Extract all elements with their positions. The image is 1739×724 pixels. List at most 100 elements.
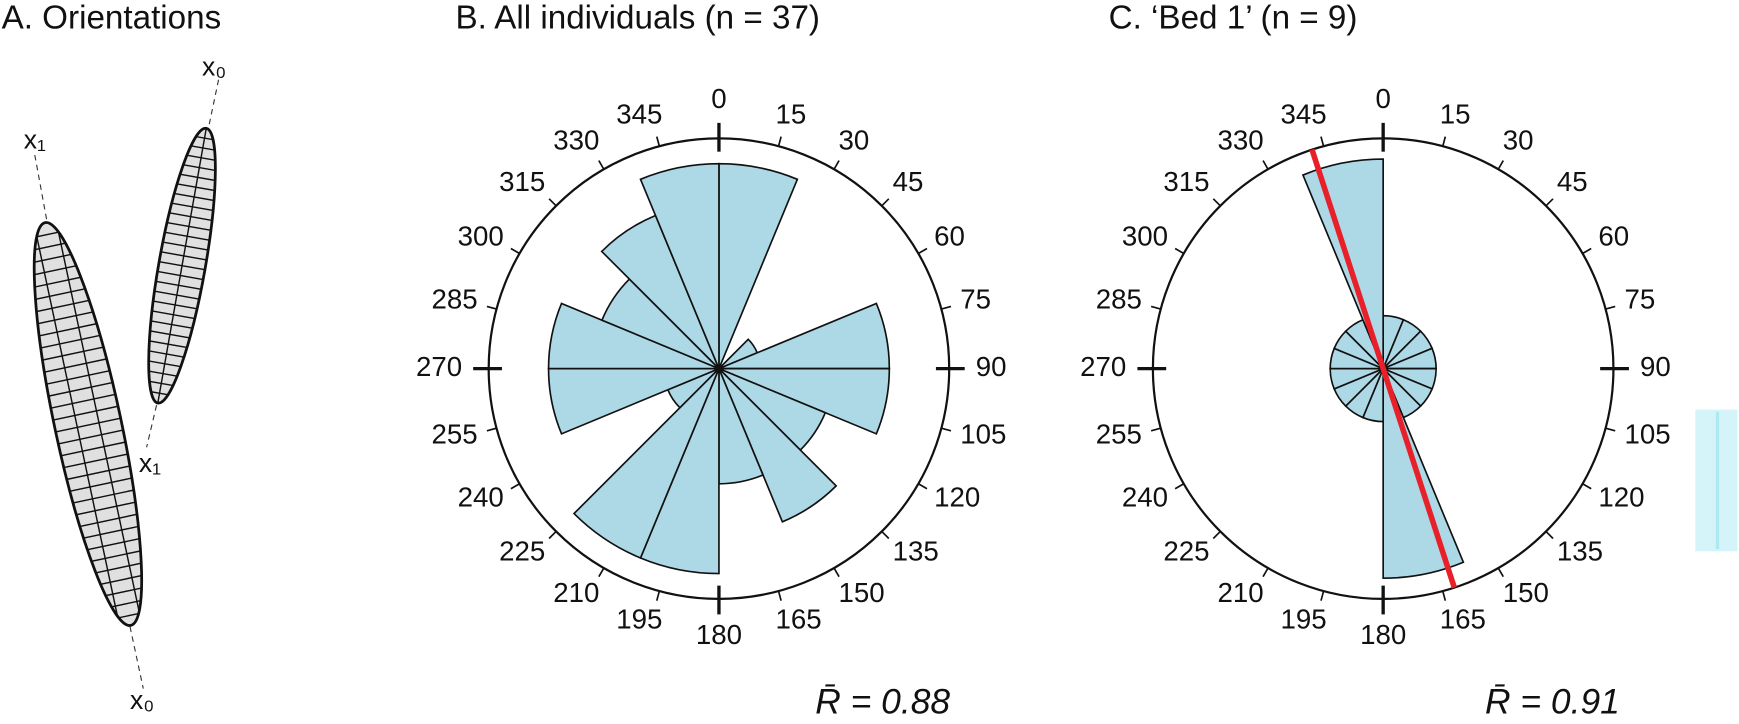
tick-label: 270 (1080, 351, 1126, 382)
tick-label: 330 (553, 125, 599, 156)
axis-dash (129, 626, 144, 689)
cell-division (37, 334, 104, 350)
cell-division (60, 441, 126, 457)
tick-label: 120 (934, 482, 980, 513)
tick-mark (1605, 427, 1616, 432)
tick-mark (777, 590, 782, 601)
tick-label: 225 (1163, 536, 1209, 567)
tick-label: 30 (839, 125, 870, 156)
end-label: x₀ (202, 52, 226, 82)
tick-label: 30 (1503, 125, 1534, 156)
panel-title: A. Orientations (2, 0, 222, 37)
axis-dash (208, 79, 220, 128)
cell-division (52, 405, 119, 421)
tick-mark (917, 247, 928, 255)
tick-label: 135 (1557, 536, 1603, 567)
cell-column (55, 220, 143, 624)
cell-division (45, 369, 111, 386)
center-dot (714, 364, 724, 374)
tick-mark (1174, 483, 1185, 490)
tick-label: 330 (1217, 125, 1263, 156)
tick-label: 15 (1440, 99, 1471, 130)
tick-label: 285 (1096, 283, 1142, 314)
tick-mark (941, 305, 952, 310)
tick-label: 315 (499, 166, 545, 197)
rose-wedge (718, 368, 838, 523)
tick-mark (777, 136, 782, 147)
tick-mark (1545, 198, 1554, 207)
rose-wedge (639, 162, 720, 369)
tick-mark (941, 427, 952, 432)
tick-mark (548, 530, 557, 540)
tick-label: 165 (775, 603, 821, 634)
chart-title: B. All individuals (n = 37) (455, 0, 820, 37)
tick-label: 0 (1375, 83, 1390, 114)
cell-division (30, 298, 96, 314)
tick-mark (1262, 567, 1269, 578)
tick-label: 285 (431, 283, 477, 314)
tick-label: 195 (616, 603, 662, 634)
cell-division (42, 357, 109, 374)
tick-label: 150 (839, 577, 885, 608)
tick-label: 45 (893, 166, 924, 197)
cell-division (27, 286, 93, 302)
tick-mark (1174, 247, 1185, 255)
rose-wedge (572, 368, 720, 560)
cell-division (63, 453, 129, 469)
tick-label: 135 (893, 536, 939, 567)
tick-label: 45 (1557, 166, 1588, 197)
tick-mark (881, 198, 890, 207)
cell-small (134, 124, 230, 408)
tick-label: 270 (416, 351, 462, 382)
tick-label: 345 (616, 99, 662, 130)
rose-wedge (718, 367, 891, 435)
cell-division (85, 560, 152, 576)
tick-label: 210 (553, 577, 599, 608)
tick-mark (833, 160, 840, 170)
tick-label: 75 (1624, 283, 1655, 314)
rose-wedge (547, 302, 720, 370)
tick-mark (881, 530, 890, 540)
tick-label: 105 (960, 419, 1006, 450)
tick-mark (655, 136, 661, 147)
tick-mark (1545, 530, 1554, 540)
tick-label: 0 (711, 83, 726, 114)
axis-dash (146, 405, 158, 448)
cell-division (47, 381, 114, 397)
panel-a: A. Orientations x₁ x₀ x₀ x₁ (2, 0, 230, 715)
tick-mark (833, 567, 840, 578)
tick-mark (1212, 198, 1221, 207)
cell-division (73, 500, 139, 517)
rose-wedge (718, 162, 799, 369)
tick-label: 15 (775, 99, 806, 130)
tick-label: 105 (1624, 419, 1670, 450)
cell-column (33, 224, 121, 628)
tick-mark (510, 247, 520, 255)
tick-label: 240 (1122, 482, 1168, 513)
cell-division (35, 322, 101, 338)
cell-division (75, 512, 142, 528)
tick-mark (1582, 483, 1592, 490)
tick-mark (598, 160, 605, 170)
cell-division (83, 548, 149, 564)
tick-label: 180 (696, 619, 742, 650)
tick-label: 255 (431, 419, 477, 450)
end-label: x₁ (139, 448, 161, 478)
tick-mark (598, 567, 605, 578)
rose-wedge (718, 302, 891, 370)
axis-dash (34, 154, 48, 222)
tick-mark (1320, 136, 1325, 147)
cell-division (80, 536, 147, 552)
annotation: R̄ = 0.88 (815, 681, 950, 721)
end-label: x₀ (130, 685, 154, 715)
tick-label: 240 (458, 482, 504, 513)
cell-division (32, 310, 99, 326)
tick-label: 75 (960, 283, 991, 314)
cell-division (65, 465, 131, 481)
tick-mark (1441, 136, 1447, 147)
cell-division (55, 417, 121, 433)
tick-label: 90 (1640, 351, 1671, 382)
mean-direction (1309, 148, 1457, 589)
tick-mark (1212, 530, 1221, 540)
